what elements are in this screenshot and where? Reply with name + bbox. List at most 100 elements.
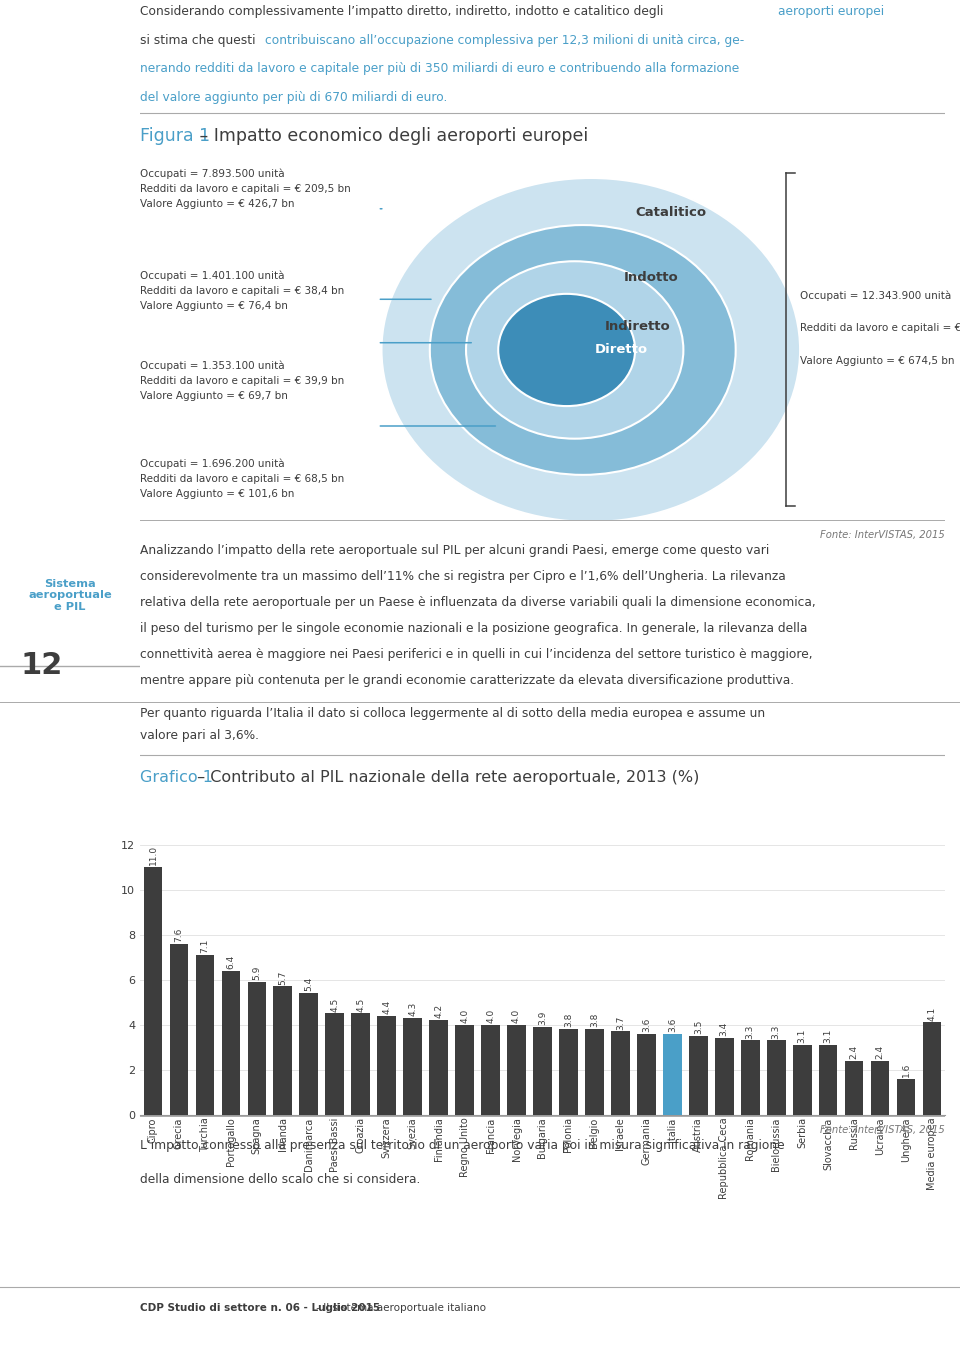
Text: 3.3: 3.3 <box>772 1024 780 1039</box>
Text: 3.3: 3.3 <box>746 1024 755 1039</box>
Text: 7.1: 7.1 <box>201 939 209 954</box>
Text: Valore Aggiunto = € 101,6 bn: Valore Aggiunto = € 101,6 bn <box>140 489 295 499</box>
Bar <box>222 970 240 1115</box>
Text: 3.8: 3.8 <box>564 1013 573 1027</box>
Text: Occupati = 1.696.200 unità: Occupati = 1.696.200 unità <box>140 458 284 469</box>
Text: Redditi da lavoro e capitali = € 38,4 bn: Redditi da lavoro e capitali = € 38,4 bn <box>140 285 345 296</box>
Text: 3.8: 3.8 <box>590 1013 599 1027</box>
Bar <box>533 1027 552 1115</box>
Text: - Il sistema aeroportuale italiano: - Il sistema aeroportuale italiano <box>313 1302 486 1313</box>
Text: della dimensione dello scalo che si considera.: della dimensione dello scalo che si cons… <box>140 1173 420 1186</box>
Text: 2.4: 2.4 <box>876 1044 884 1059</box>
Text: 5.4: 5.4 <box>304 977 313 992</box>
Ellipse shape <box>498 295 636 407</box>
Text: Diretto: Diretto <box>595 343 648 357</box>
Bar <box>351 1013 370 1115</box>
Text: 2.4: 2.4 <box>850 1044 858 1059</box>
Bar <box>871 1061 889 1115</box>
Text: 4.4: 4.4 <box>382 1000 391 1013</box>
Bar <box>377 1016 396 1115</box>
Bar <box>845 1061 863 1115</box>
Bar <box>923 1023 942 1115</box>
Text: 4.0: 4.0 <box>512 1009 521 1023</box>
Text: Valore Aggiunto = € 674,5 bn: Valore Aggiunto = € 674,5 bn <box>800 355 954 366</box>
Bar <box>481 1024 500 1115</box>
Text: 3.1: 3.1 <box>798 1028 806 1043</box>
Text: mentre appare più contenuta per le grandi economie caratterizzate da elevata div: mentre appare più contenuta per le grand… <box>140 674 794 688</box>
Bar <box>715 1038 733 1115</box>
Text: 5.7: 5.7 <box>278 970 287 985</box>
Text: 5.9: 5.9 <box>252 966 261 979</box>
Text: 3.6: 3.6 <box>668 1017 677 1032</box>
Bar <box>689 1036 708 1115</box>
Text: – Contributo al PIL nazionale della rete aeroportuale, 2013 (%): – Contributo al PIL nazionale della rete… <box>192 770 700 785</box>
Bar <box>248 982 266 1115</box>
Text: Valore Aggiunto = € 76,4 bn: Valore Aggiunto = € 76,4 bn <box>140 301 288 311</box>
Text: Considerando complessivamente l’impatto diretto, indiretto, indotto e catalitico: Considerando complessivamente l’impatto … <box>140 5 667 19</box>
Text: Grafico 1: Grafico 1 <box>140 770 213 785</box>
Text: Fonte: InterVISTAS, 2015: Fonte: InterVISTAS, 2015 <box>820 531 945 540</box>
Text: Valore Aggiunto = € 426,7 bn: Valore Aggiunto = € 426,7 bn <box>140 200 295 209</box>
Ellipse shape <box>430 226 735 476</box>
Text: 3.9: 3.9 <box>538 1011 547 1025</box>
Text: Redditi da lavoro e capitali = € 209,5 bn: Redditi da lavoro e capitali = € 209,5 b… <box>140 184 350 195</box>
Text: 3.1: 3.1 <box>824 1028 832 1043</box>
Text: 3.6: 3.6 <box>642 1017 651 1032</box>
Text: 3.4: 3.4 <box>720 1023 729 1036</box>
Text: 4.0: 4.0 <box>460 1009 469 1023</box>
Text: 6.4: 6.4 <box>227 955 235 969</box>
Bar <box>196 955 214 1115</box>
Ellipse shape <box>466 261 684 439</box>
Bar <box>144 867 162 1115</box>
Bar <box>637 1034 656 1115</box>
Text: Redditi da lavoro e capitali = € 39,9 bn: Redditi da lavoro e capitali = € 39,9 bn <box>140 376 345 386</box>
Bar <box>819 1044 837 1115</box>
Text: 3.7: 3.7 <box>616 1015 625 1029</box>
Bar <box>585 1029 604 1115</box>
Text: Fonte: InterVISTAS, 2015: Fonte: InterVISTAS, 2015 <box>820 1125 945 1135</box>
Text: connettività aerea è maggiore nei Paesi periferici e in quelli in cui l’incidenz: connettività aerea è maggiore nei Paesi … <box>140 648 812 661</box>
Text: 12: 12 <box>21 651 63 680</box>
Text: 7.6: 7.6 <box>175 928 183 942</box>
Text: Indotto: Indotto <box>624 272 679 284</box>
Text: aeroporti europei: aeroporti europei <box>778 5 884 19</box>
Bar <box>325 1013 344 1115</box>
Bar <box>767 1040 785 1115</box>
Text: Per quanto riguarda l’Italia il dato si colloca leggermente al di sotto della me: Per quanto riguarda l’Italia il dato si … <box>140 707 765 720</box>
Text: del valore aggiunto per più di 670 miliardi di euro.: del valore aggiunto per più di 670 milia… <box>140 91 447 104</box>
Text: relativa della rete aeroportuale per un Paese è influenzata da diverse variabili: relativa della rete aeroportuale per un … <box>140 596 816 609</box>
Text: 4.2: 4.2 <box>434 1004 444 1019</box>
Text: Occupati = 1.401.100 unità: Occupati = 1.401.100 unità <box>140 270 284 281</box>
Text: contribuiscano all’occupazione complessiva per 12,3 milioni di unità circa, ge-: contribuiscano all’occupazione complessi… <box>265 34 744 47</box>
Text: 4.0: 4.0 <box>486 1009 495 1023</box>
Bar <box>897 1078 916 1115</box>
Bar <box>507 1024 526 1115</box>
Text: il peso del turismo per le singole economie nazionali e la posizione geografica.: il peso del turismo per le singole econo… <box>140 623 807 635</box>
Text: Redditi da lavoro e capitali = € 68,5 bn: Redditi da lavoro e capitali = € 68,5 bn <box>140 474 345 484</box>
Bar <box>300 993 318 1115</box>
Text: Valore Aggiunto = € 69,7 bn: Valore Aggiunto = € 69,7 bn <box>140 392 288 401</box>
Bar <box>612 1031 630 1115</box>
Bar <box>741 1040 759 1115</box>
Bar <box>403 1017 422 1115</box>
Text: valore pari al 3,6%.: valore pari al 3,6%. <box>140 730 259 742</box>
Ellipse shape <box>381 178 800 521</box>
Text: Occupati = 1.353.100 unità: Occupati = 1.353.100 unità <box>140 361 284 372</box>
Text: 4.5: 4.5 <box>330 997 339 1012</box>
Text: considerevolmente tra un massimo dell’11% che si registra per Cipro e l’1,6% del: considerevolmente tra un massimo dell’11… <box>140 570 785 584</box>
Text: 1.6: 1.6 <box>901 1062 910 1077</box>
Bar <box>455 1024 474 1115</box>
Text: 3.5: 3.5 <box>694 1020 703 1034</box>
Bar <box>663 1034 682 1115</box>
Text: Catalitico: Catalitico <box>636 205 707 219</box>
Text: Figura 1: Figura 1 <box>140 127 210 146</box>
Text: – Impatto economico degli aeroporti europei: – Impatto economico degli aeroporti euro… <box>194 127 588 146</box>
Bar <box>793 1044 811 1115</box>
Text: nerando redditi da lavoro e capitale per più di 350 miliardi di euro e contribue: nerando redditi da lavoro e capitale per… <box>140 62 739 76</box>
Text: Indiretto: Indiretto <box>605 320 670 332</box>
Text: 4.1: 4.1 <box>927 1006 937 1020</box>
Text: Occupati = 12.343.900 unità: Occupati = 12.343.900 unità <box>800 290 951 301</box>
Text: Sistema
aeroportuale
e PIL: Sistema aeroportuale e PIL <box>28 578 112 612</box>
Bar <box>274 986 292 1115</box>
Text: 4.5: 4.5 <box>356 997 365 1012</box>
